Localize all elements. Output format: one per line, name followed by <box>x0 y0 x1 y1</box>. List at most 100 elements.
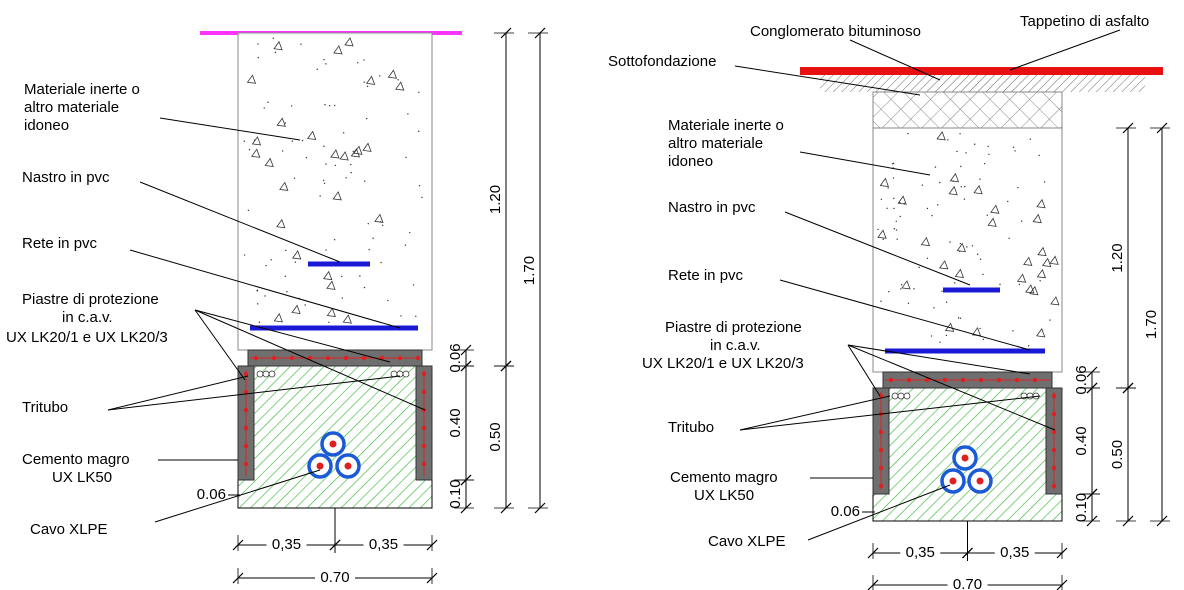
aggregate-dot <box>319 195 320 196</box>
aggregate-dot <box>983 339 984 340</box>
dimension-label: 0,35 <box>1000 544 1029 561</box>
rebar-dot <box>1052 412 1056 416</box>
aggregate-dot <box>1028 345 1029 346</box>
cable-core <box>962 455 969 462</box>
label: idoneo <box>668 153 713 170</box>
cable-core <box>950 478 957 485</box>
dimension-label: 0.40 <box>447 408 464 437</box>
dimension-label: 0.70 <box>953 576 982 590</box>
aggregate-dot <box>922 184 923 185</box>
aggregate-dot <box>908 303 909 304</box>
label: Tritubo <box>22 399 68 416</box>
rebar-dot <box>879 484 883 488</box>
aggregate-dot <box>335 165 336 166</box>
aggregate-dot <box>275 52 276 53</box>
aggregate-dot <box>947 139 948 140</box>
aggregate-dot <box>961 186 962 187</box>
aggregate-dot <box>960 243 961 244</box>
aggregate-dot <box>380 262 381 263</box>
aggregate-dot <box>265 265 266 266</box>
subbase <box>873 92 1062 128</box>
label: altro materiale <box>24 99 119 116</box>
dimension-label: 0,35 <box>906 544 935 561</box>
aggregate-dot <box>334 105 335 106</box>
rebar-dot <box>943 378 947 382</box>
rebar-dot <box>1033 378 1037 382</box>
rebar-dot <box>244 444 248 448</box>
aggregate-dot <box>244 141 245 142</box>
tritube <box>403 371 409 377</box>
label: UX LK20/1 e UX LK20/3 <box>6 329 168 346</box>
leader-line <box>740 396 890 430</box>
label: 0.06 <box>831 503 860 520</box>
aggregate-dot <box>282 150 283 151</box>
aggregate-dot <box>980 259 981 260</box>
label: Rete in pvc <box>668 267 744 284</box>
leader-line <box>108 376 248 410</box>
rebar-dot <box>244 408 248 412</box>
aggregate-dot <box>946 302 947 303</box>
aggregate-dot <box>959 133 960 134</box>
aggregate-dot <box>421 197 422 198</box>
aggregate-dot <box>341 276 342 277</box>
aggregate-dot <box>323 180 324 181</box>
aggregate-dot <box>949 241 950 242</box>
rebar-dot <box>1015 378 1019 382</box>
rebar-dot <box>907 378 911 382</box>
aggregate-dot <box>328 322 329 323</box>
aggregate-dot <box>977 254 978 255</box>
label: idoneo <box>24 117 69 134</box>
aggregate-dot <box>960 166 961 167</box>
aggregate-dot <box>302 140 303 141</box>
rebar-dot <box>254 356 258 360</box>
rebar-dot <box>1052 484 1056 488</box>
aggregate-dot <box>988 154 989 155</box>
tritube <box>263 371 269 377</box>
aggregate-dot <box>933 307 934 308</box>
aggregate-dot <box>294 177 295 178</box>
aggregate-dot <box>292 140 293 141</box>
aggregate-dot <box>249 149 250 150</box>
aggregate-dot <box>892 163 893 164</box>
label: Cavo XLPE <box>30 521 108 538</box>
tritube <box>898 393 904 399</box>
aggregate-dot <box>880 301 881 302</box>
aggregate-dot <box>273 38 274 39</box>
aggregate-dot <box>397 79 398 80</box>
rebar-dot <box>879 466 883 470</box>
aggregate-dot <box>918 267 919 268</box>
label: UX LK50 <box>52 469 112 486</box>
aggregate-dot <box>899 216 900 217</box>
aggregate-dot <box>896 221 897 222</box>
dimension-label: 0.06 <box>1073 365 1090 394</box>
aggregate-dot <box>913 288 914 289</box>
aggregate-dot <box>387 300 388 301</box>
rebar-dot <box>1052 466 1056 470</box>
aggregate-dot <box>405 157 406 158</box>
aggregate-dot <box>285 276 286 277</box>
label: Tritubo <box>668 419 714 436</box>
rebar-dot <box>290 356 294 360</box>
binder-layer <box>820 74 1145 92</box>
label: 0.06 <box>197 486 226 503</box>
rebar-dot <box>1052 448 1056 452</box>
label: Materiale inerte o <box>24 81 140 98</box>
aggregate-dot <box>353 151 354 152</box>
aggregate-dot <box>256 290 257 291</box>
dimension-label: 1.20 <box>1109 243 1126 272</box>
aggregate-dot <box>329 105 330 106</box>
aggregate-dot <box>881 199 882 200</box>
aggregate-dot <box>952 180 953 181</box>
aggregate-dot <box>946 335 947 336</box>
aggregate-dot <box>972 245 973 246</box>
aggregate-dot <box>958 317 959 318</box>
aggregate-dot <box>368 223 369 224</box>
aggregate-dot <box>415 316 416 317</box>
backfill <box>873 128 1062 372</box>
aggregate-dot <box>350 172 351 173</box>
aggregate-dot <box>896 229 897 230</box>
aggregate-dot <box>887 187 888 188</box>
aggregate-dot <box>419 185 420 186</box>
backfill <box>238 33 432 350</box>
aggregate-dot <box>931 335 932 336</box>
